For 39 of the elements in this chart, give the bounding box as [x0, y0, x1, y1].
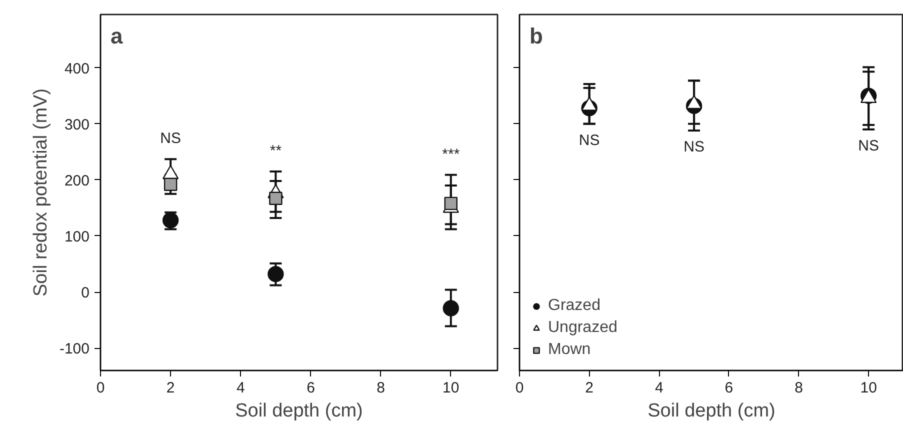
x-tick-label: 8 — [376, 380, 385, 396]
annotation: NS — [160, 130, 182, 148]
x-tick-label: 10 — [442, 380, 460, 396]
legend-label: Mown — [548, 341, 591, 359]
x-tick-label: 6 — [306, 380, 315, 396]
y-tick-label: 0 — [81, 284, 90, 302]
legend-label: Grazed — [548, 297, 600, 315]
text: b — [530, 24, 543, 48]
y-axis-title: Soil redox potential (mV) — [30, 88, 52, 297]
legend-label: Ungrazed — [548, 319, 618, 337]
x-tick-label: 8 — [794, 380, 803, 396]
x-tick-label: 6 — [724, 380, 734, 396]
x-tick-label: 0 — [96, 380, 105, 396]
point — [444, 196, 458, 210]
annotation: NS — [684, 138, 704, 156]
point — [442, 300, 459, 316]
annotation: NS — [858, 137, 880, 154]
x-tick-label: 0 — [515, 380, 524, 396]
point — [269, 192, 282, 205]
y-tick-label: 400 — [64, 60, 90, 78]
y-tick-label: 200 — [64, 172, 90, 190]
y-tick-label: 100 — [64, 228, 90, 246]
y-tick-label: -100 — [59, 340, 90, 358]
point — [581, 96, 598, 111]
x-axis-title: Soil depth (cm) — [648, 400, 776, 422]
x-tick-label: 2 — [166, 380, 175, 396]
text: a — [110, 24, 124, 48]
x-tick-label: 2 — [585, 380, 594, 396]
x-tick-label: 10 — [860, 380, 877, 396]
y-tick-label: 300 — [64, 116, 90, 134]
annotation: *** — [442, 146, 460, 163]
x-axis-title: Soil depth (cm) — [235, 400, 363, 422]
point — [686, 94, 702, 110]
point — [164, 178, 178, 191]
x-tick-label: 4 — [236, 380, 245, 396]
x-tick-label: 4 — [654, 380, 664, 396]
point — [268, 266, 284, 282]
annotation: NS — [578, 132, 600, 149]
annotation: ** — [270, 142, 282, 160]
